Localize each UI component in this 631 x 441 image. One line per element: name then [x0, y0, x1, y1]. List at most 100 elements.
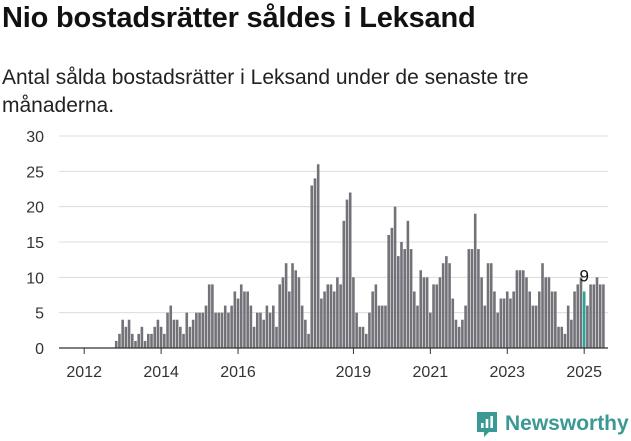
bar	[300, 305, 304, 348]
bar	[326, 284, 330, 348]
x-tick-label: 2021	[413, 364, 449, 381]
bar	[496, 312, 499, 348]
bar	[243, 291, 246, 348]
bar	[198, 312, 201, 348]
y-tick-label: 10	[26, 270, 44, 287]
bar	[188, 326, 192, 348]
bar	[477, 249, 480, 348]
bar	[409, 249, 413, 348]
bar	[512, 291, 515, 348]
y-tick-label: 25	[26, 164, 44, 181]
bar	[483, 305, 487, 348]
bar	[518, 270, 522, 348]
bar	[307, 333, 310, 348]
bar	[182, 333, 185, 348]
gridlines	[59, 135, 608, 314]
bar	[566, 305, 570, 348]
bar	[541, 263, 544, 348]
bar	[156, 319, 160, 348]
bar-highlight	[582, 291, 586, 348]
bar	[236, 298, 240, 348]
bar	[304, 319, 307, 348]
bar	[355, 312, 358, 348]
bar	[143, 340, 147, 348]
bar	[441, 263, 445, 348]
bar	[387, 234, 390, 348]
annotations: 9	[579, 266, 588, 285]
bar	[310, 185, 314, 348]
bar	[531, 305, 535, 348]
bar	[435, 284, 439, 348]
bar	[239, 284, 243, 348]
bar	[114, 340, 118, 348]
bar	[368, 312, 371, 348]
bar	[262, 319, 265, 348]
bar	[445, 256, 448, 348]
bar	[121, 319, 124, 348]
bar	[592, 284, 596, 348]
data-label-latest: 9	[579, 266, 588, 285]
bar	[493, 291, 496, 348]
bar	[525, 277, 528, 348]
bar	[217, 312, 221, 348]
bar	[560, 326, 564, 348]
bar	[598, 284, 602, 348]
bar	[281, 277, 285, 348]
chart-subtitle: Antal sålda bostadsrätter i Leksand unde…	[2, 66, 529, 117]
bar	[272, 305, 275, 348]
bar	[358, 326, 362, 348]
bar	[361, 326, 365, 348]
brand-name: Newsworthy	[505, 412, 629, 435]
bar	[179, 326, 182, 348]
bar	[457, 326, 461, 348]
bar	[470, 249, 474, 348]
bar	[191, 319, 195, 348]
bar	[538, 291, 541, 348]
bar	[166, 312, 169, 348]
y-tick-label: 0	[35, 341, 44, 358]
bar	[159, 326, 163, 348]
bar	[473, 213, 477, 348]
bar	[275, 326, 278, 348]
bar	[489, 263, 493, 348]
newsworthy-brand[interactable]: Newsworthy	[475, 407, 629, 441]
bar	[534, 305, 538, 348]
y-tick-label: 20	[26, 200, 44, 217]
bar	[204, 305, 208, 348]
bar	[413, 291, 416, 348]
bar	[521, 270, 525, 348]
bar	[557, 326, 560, 348]
bar	[201, 312, 205, 348]
newsworthy-logo-icon	[477, 412, 497, 437]
bar	[454, 319, 458, 348]
bar	[576, 284, 580, 348]
bar	[147, 333, 150, 348]
bar	[278, 284, 281, 348]
bar	[364, 333, 368, 348]
bar	[169, 305, 173, 348]
bar	[249, 305, 253, 348]
bar	[464, 305, 467, 348]
bar	[467, 249, 471, 348]
bar	[195, 312, 198, 348]
bar	[547, 277, 551, 348]
bar	[140, 326, 144, 348]
bar	[220, 312, 224, 348]
bar	[448, 263, 451, 348]
bar	[371, 291, 374, 348]
y-tick-label: 5	[35, 306, 44, 323]
bar	[175, 319, 179, 348]
x-tick-label: 2025	[566, 364, 602, 381]
bar	[150, 333, 153, 348]
bar	[554, 291, 557, 348]
bar	[352, 277, 355, 348]
bar	[185, 312, 189, 348]
bar	[153, 326, 157, 348]
bar	[515, 270, 519, 348]
bar	[505, 291, 509, 348]
bar	[227, 312, 230, 348]
bar	[384, 305, 387, 348]
bar	[393, 206, 397, 348]
bar	[124, 326, 128, 348]
bar	[172, 319, 176, 348]
